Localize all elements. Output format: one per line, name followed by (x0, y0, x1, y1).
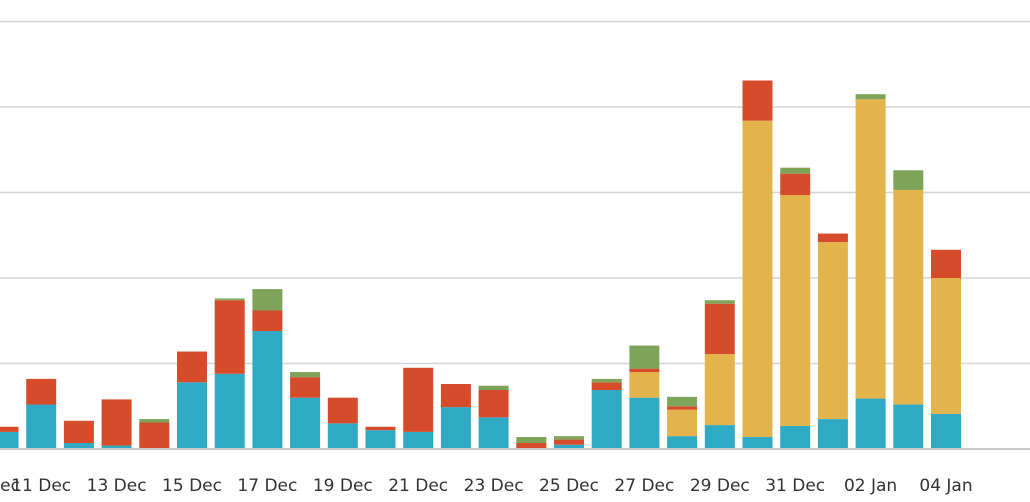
x-tick-label: 29 Dec (690, 476, 750, 496)
bar-segment-22-dec-s0 (440, 407, 471, 449)
bars (0, 80, 961, 449)
x-tick-label: 21 Dec (388, 476, 448, 496)
bar-segment-03-jan-s1 (893, 189, 924, 405)
bar-segment-23-dec-s2 (478, 390, 509, 418)
bar-segment-31-dec-s2 (780, 173, 811, 196)
bar-segment-12-dec-s2 (63, 420, 94, 444)
bar-segment-29-dec-s1 (704, 354, 735, 426)
bar-segment-26-dec-s2 (591, 382, 622, 391)
bar-segment-29-dec-s3 (704, 300, 735, 304)
x-tick-label: 17 Dec (237, 476, 297, 496)
bar-segment-03-jan-s3 (893, 170, 924, 190)
bar-segment-03-jan-s0 (893, 404, 924, 449)
bar-segment-11-dec-s0 (26, 404, 57, 449)
x-tick-label: 31 Dec (765, 476, 825, 496)
bar-segment-10-dec-s0 (0, 431, 19, 449)
bar-segment-12-dec-s0 (63, 443, 94, 449)
bar-segment-01-jan-s1 (817, 242, 848, 420)
bar-segment-04-jan-s1 (931, 278, 961, 414)
bar-segment-30-dec-s0 (742, 437, 773, 449)
bar-segment-16-dec-s2 (214, 300, 245, 374)
x-tick-label: 11 Dec (11, 476, 71, 496)
bar-segment-19-dec-s2 (327, 397, 358, 424)
bar-segment-01-jan-s0 (817, 419, 848, 449)
x-tick-label: 13 Dec (87, 476, 147, 496)
bar-segment-21-dec-s2 (403, 367, 434, 432)
bar-segment-25-dec-s0 (554, 444, 584, 449)
bar-segment-28-dec-s2 (667, 406, 698, 410)
bar-segment-28-dec-s0 (667, 436, 698, 449)
bar-segment-15-dec-s0 (177, 382, 207, 449)
bar-segment-04-jan-s0 (931, 413, 961, 449)
bar-segment-23-dec-s3 (478, 385, 509, 391)
bar-segment-14-dec-s2 (139, 422, 170, 449)
bar-segment-27-dec-s3 (629, 345, 660, 369)
bar-segment-21-dec-s0 (403, 431, 434, 449)
bar-segment-23-dec-s0 (478, 417, 509, 449)
bar-segment-25-dec-s3 (554, 436, 584, 440)
bar-segment-15-dec-s2 (177, 351, 207, 383)
x-tick-label: 04 Jan (919, 476, 972, 496)
bar-segment-31-dec-s1 (780, 195, 811, 426)
bar-segment-02-jan-s3 (855, 94, 886, 100)
bar-segment-02-jan-s0 (855, 398, 886, 449)
bar-segment-01-jan-s2 (817, 233, 848, 243)
bar-segment-27-dec-s0 (629, 397, 660, 449)
bar-segment-20-dec-s2 (365, 426, 396, 431)
bar-segment-02-jan-s1 (855, 99, 886, 399)
bar-segment-28-dec-s3 (667, 396, 698, 407)
bar-segment-30-dec-s2 (742, 80, 773, 121)
bar-segment-04-jan-s2 (931, 249, 961, 278)
bar-segment-18-dec-s2 (290, 377, 321, 398)
bar-segment-18-dec-s0 (290, 397, 321, 449)
bar-segment-16-dec-s0 (214, 373, 245, 449)
x-tick-label: Dec (0, 476, 20, 496)
bar-segment-31-dec-s3 (780, 167, 811, 174)
bar-segment-29-dec-s2 (704, 303, 735, 355)
bar-segment-30-dec-s1 (742, 120, 773, 438)
bar-segment-11-dec-s2 (26, 378, 57, 405)
bar-segment-14-dec-s3 (139, 419, 170, 423)
bar-segment-18-dec-s3 (290, 372, 321, 378)
bar-segment-17-dec-s0 (252, 331, 283, 449)
bar-segment-26-dec-s0 (591, 390, 622, 449)
bar-segment-20-dec-s0 (365, 430, 396, 449)
bar-segment-19-dec-s0 (327, 423, 358, 449)
bar-segment-27-dec-s1 (629, 372, 660, 398)
bar-segment-16-dec-s3 (214, 298, 245, 301)
bar-segment-10-dec-s2 (0, 426, 19, 432)
bar-segment-22-dec-s2 (440, 384, 471, 408)
x-axis-tick-labels: Dec11 Dec 13 Dec 15 Dec 17 Dec 19 Dec 21 Dec 2… (0, 476, 973, 496)
x-tick-label: 19 Dec (313, 476, 373, 496)
bar-segment-25-dec-s2 (554, 439, 584, 445)
bar-segment-26-dec-s3 (591, 378, 622, 383)
x-tick-label: 23 Dec (464, 476, 524, 496)
bar-segment-24-dec-s2 (516, 443, 547, 449)
x-tick-label: 02 Jan (844, 476, 897, 496)
x-tick-label: 25 Dec (539, 476, 599, 496)
bar-segment-27-dec-s2 (629, 368, 660, 373)
x-tick-label: 27 Dec (614, 476, 674, 496)
bar-segment-17-dec-s3 (252, 289, 283, 311)
bar-segment-13-dec-s2 (101, 399, 132, 446)
bar-segment-31-dec-s0 (780, 425, 811, 449)
bar-segment-29-dec-s0 (704, 425, 735, 449)
bar-segment-28-dec-s1 (667, 409, 698, 437)
bar-segment-24-dec-s3 (516, 437, 547, 444)
bar-segment-17-dec-s2 (252, 310, 283, 332)
x-tick-label: 15 Dec (162, 476, 222, 496)
bar-segment-13-dec-s0 (101, 445, 132, 449)
